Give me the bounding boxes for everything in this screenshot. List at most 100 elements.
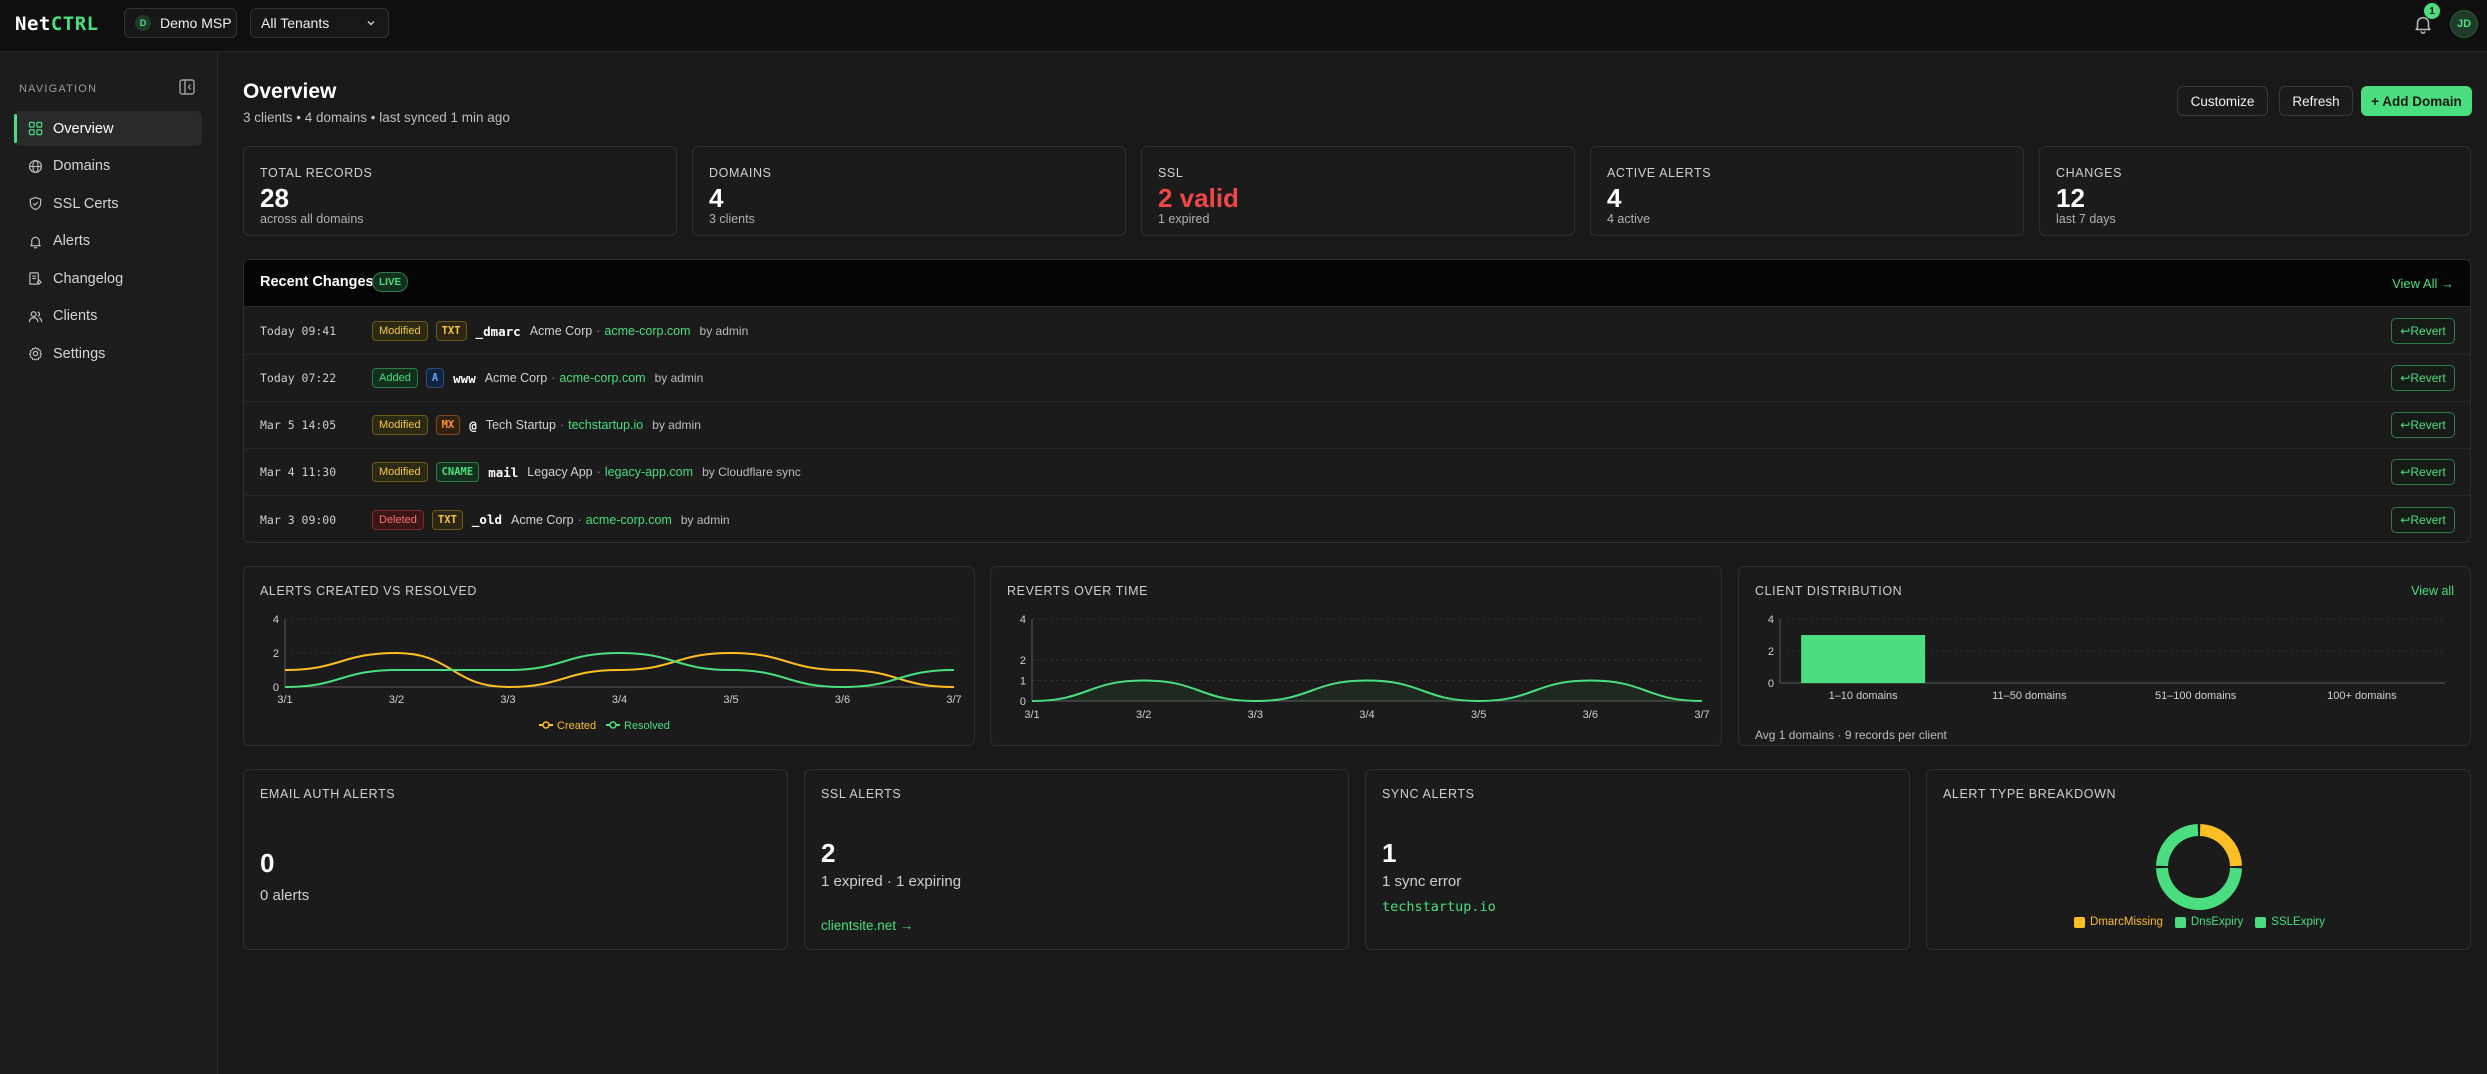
refresh-button[interactable]: Refresh: [2279, 86, 2353, 116]
stat-card-changes[interactable]: CHANGES 12 last 7 days: [2039, 146, 2471, 236]
sidebar-item-alerts[interactable]: Alerts: [14, 224, 202, 259]
legend-item: SSLExpiry: [2255, 916, 2325, 928]
user-avatar[interactable]: JD: [2450, 10, 2478, 38]
notifications-bell-icon[interactable]: [2412, 13, 2434, 35]
sidebar-item-overview[interactable]: Overview: [14, 111, 202, 146]
stat-value: 28: [260, 183, 289, 213]
legend-label: DnsExpiry: [2190, 916, 2244, 928]
domain-link[interactable]: acme-corp.com: [559, 371, 646, 385]
stat-card-active-alerts[interactable]: ACTIVE ALERTS 4 4 active: [1590, 146, 2024, 236]
y-tick-label: 2: [273, 648, 279, 660]
sync-domain-link[interactable]: techstartup.io: [1382, 899, 1496, 915]
sidebar-collapse-icon[interactable]: [178, 78, 196, 96]
stat-card-domains[interactable]: DOMAINS 4 3 clients: [692, 146, 1126, 236]
x-tick-label: 3/6: [1583, 709, 1598, 721]
sidebar-item-settings[interactable]: Settings: [14, 336, 202, 371]
change-time: Mar 5 14:05: [260, 418, 337, 432]
record-type-badge: TXT: [431, 509, 463, 530]
panel-title: REVERTS OVER TIME: [1007, 584, 1149, 598]
add-domain-button[interactable]: + Add Domain: [2361, 86, 2472, 116]
client-distribution-bar-chart: 0 2 4 1–10 domains 11–50 domains 51–100 domai…: [1768, 614, 2445, 702]
sidebar-item-ssl-certs[interactable]: SSL Certs: [14, 186, 202, 221]
domain-link[interactable]: legacy-app.com: [604, 465, 694, 479]
customize-button[interactable]: Customize: [2177, 86, 2268, 116]
app-logo[interactable]: NetCTRL: [15, 13, 99, 35]
view-all-changes-link[interactable]: View All →: [2392, 276, 2454, 291]
revert-button[interactable]: ↩Revert: [2391, 318, 2455, 344]
record-name: _old: [471, 512, 502, 527]
chevron-down-icon: [367, 21, 375, 26]
change-row: Mar 4 11:30 Modified CNAME mail Legacy A…: [244, 449, 2470, 496]
x-tick-label: 11–50 domains: [1992, 690, 2067, 702]
stat-value: 12: [2056, 183, 2085, 213]
x-tick-label: 3/5: [1471, 709, 1486, 721]
donut-legend: DmarcMissing DnsExpiry SSLExpiry: [1927, 916, 2472, 928]
y-tick-label: 2: [1768, 646, 1774, 658]
logo-accent: CTRL: [50, 13, 99, 35]
y-tick-label: 4: [273, 614, 279, 626]
stat-sub: 4 active: [1607, 212, 1651, 226]
ssl-domain-link[interactable]: clientsite.net →: [821, 918, 914, 933]
domain-link[interactable]: techstartup.io: [568, 418, 644, 432]
stat-value: 4: [1607, 183, 1622, 213]
gear-icon: [28, 346, 43, 361]
series-line-created: [284, 651, 955, 689]
bar: [1801, 635, 1926, 683]
stat-label: CHANGES: [2056, 166, 2123, 180]
revert-button[interactable]: ↩Revert: [2391, 506, 2455, 533]
x-tick-label: 3/5: [723, 694, 738, 706]
sidebar-item-label: Clients: [53, 308, 98, 324]
revert-button[interactable]: ↩Revert: [2391, 412, 2455, 438]
stat-label: TOTAL RECORDS: [260, 166, 373, 180]
sidebar-item-clients[interactable]: Clients: [14, 299, 202, 334]
y-tick-label: 2: [1020, 655, 1026, 667]
domain-link[interactable]: acme-corp.com: [604, 324, 691, 338]
reverts-chart-panel: REVERTS OVER TIME 0 1 2 4 3/1 3/2 3/3 3/4 3/5 3/6…: [990, 566, 1722, 746]
stat-card-ssl[interactable]: SSL 2 valid 1 expired: [1141, 146, 1575, 236]
legend-swatch: [2074, 916, 2086, 928]
alerts-line-chart: 0 2 4 3/1 3/2 3/3 3/4 3/5 3/6 3/7 Created Resolved: [273, 614, 962, 732]
recent-changes-header: Recent Changes LIVE View All →: [244, 260, 2470, 307]
sidebar-item-label: Settings: [53, 345, 106, 362]
y-tick-label: 4: [1768, 614, 1774, 626]
change-row: Mar 5 14:05 Modified MX @ Tech Startup ·…: [244, 402, 2470, 449]
sidebar-item-changelog[interactable]: Changelog: [14, 261, 202, 296]
x-tick-label: 3/7: [946, 694, 961, 706]
legend-label: Resolved: [624, 720, 670, 732]
x-tick-label: 3/4: [612, 694, 627, 706]
x-tick-label: 3/1: [1024, 709, 1039, 721]
record-name: @: [469, 417, 477, 433]
stat-label: ACTIVE ALERTS: [1607, 166, 1712, 180]
y-tick-label: 4: [1020, 614, 1026, 626]
alert-type-breakdown-panel: ALERT TYPE BREAKDOWN DmarcMissing DnsExpi…: [1926, 769, 2471, 950]
legend-label: Created: [557, 720, 596, 732]
stat-card-total-records[interactable]: TOTAL RECORDS 28 across all domains: [243, 146, 677, 236]
changed-by: by Cloudflare sync: [702, 465, 801, 479]
stat-sub: 1 expired: [1158, 212, 1210, 226]
client-name: Legacy App: [527, 465, 593, 479]
sidebar-item-domains[interactable]: Domains: [14, 149, 202, 184]
changed-by: by admin: [652, 418, 701, 432]
donut-slice: [2156, 824, 2199, 867]
x-tick-label: 3/1: [277, 694, 292, 706]
action-badge: Deleted: [372, 509, 424, 530]
alerts-chart-panel: ALERTS CREATED VS RESOLVED 0 2 4 3/1 3/2 3/3 3…: [243, 566, 975, 746]
action-badge: Modified: [372, 462, 428, 482]
record-name: www: [453, 370, 476, 386]
tenant-select[interactable]: All Tenants: [250, 8, 389, 38]
tenant-select-value: All Tenants: [261, 15, 330, 31]
stat-sub: last 7 days: [2056, 212, 2116, 226]
org-name: Demo MSP: [160, 15, 232, 31]
domain-link[interactable]: acme-corp.com: [585, 512, 672, 527]
changed-by: by admin: [654, 371, 704, 385]
org-switcher[interactable]: D Demo MSP: [124, 8, 237, 38]
record-name: _dmarc: [475, 323, 521, 339]
page-title: Overview: [243, 80, 337, 103]
x-tick-label: 3/4: [1359, 709, 1374, 721]
revert-button[interactable]: ↩Revert: [2391, 365, 2455, 391]
view-all-clients-link[interactable]: View all: [2411, 584, 2454, 598]
revert-button[interactable]: ↩Revert: [2391, 459, 2455, 485]
changed-by: by admin: [680, 512, 730, 527]
email-alerts-count: 0: [260, 848, 275, 878]
area-fill: [1032, 680, 1702, 701]
